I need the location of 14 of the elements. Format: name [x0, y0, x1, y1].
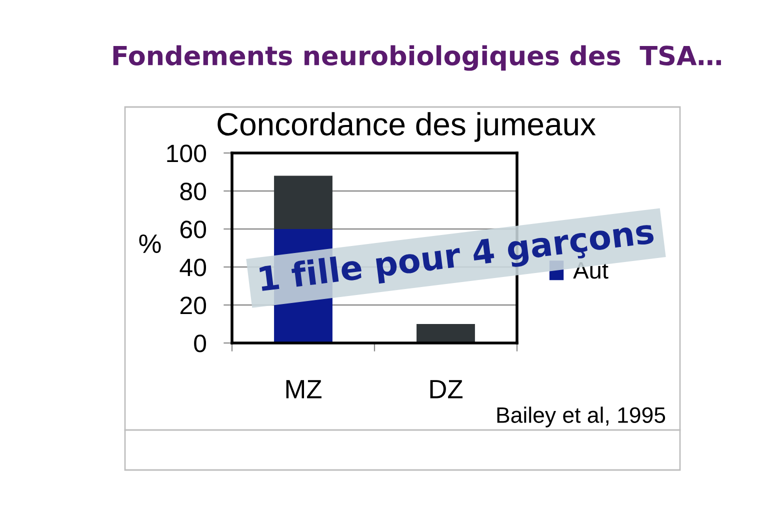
y-tick-label: 100	[167, 144, 206, 162]
y-tick-label: 80	[180, 182, 206, 200]
y-tick-label: 40	[180, 258, 206, 276]
chart-subtitle: Concordance des jumeaux	[218, 112, 596, 142]
y-tick-label: 60	[180, 220, 206, 238]
text: Bailey et al, 1995	[497, 406, 666, 428]
x-tick-label: MZ	[286, 380, 322, 398]
chart-title: Fondements neurobiologiques des TSA…	[113, 45, 721, 71]
x-tick-label: DZ	[430, 380, 463, 398]
y-axis-title: %	[139, 234, 161, 253]
bar	[416, 324, 475, 343]
y-tick-label: 20	[180, 296, 206, 314]
bar	[274, 176, 332, 229]
y-tick-label: 0	[194, 334, 206, 352]
